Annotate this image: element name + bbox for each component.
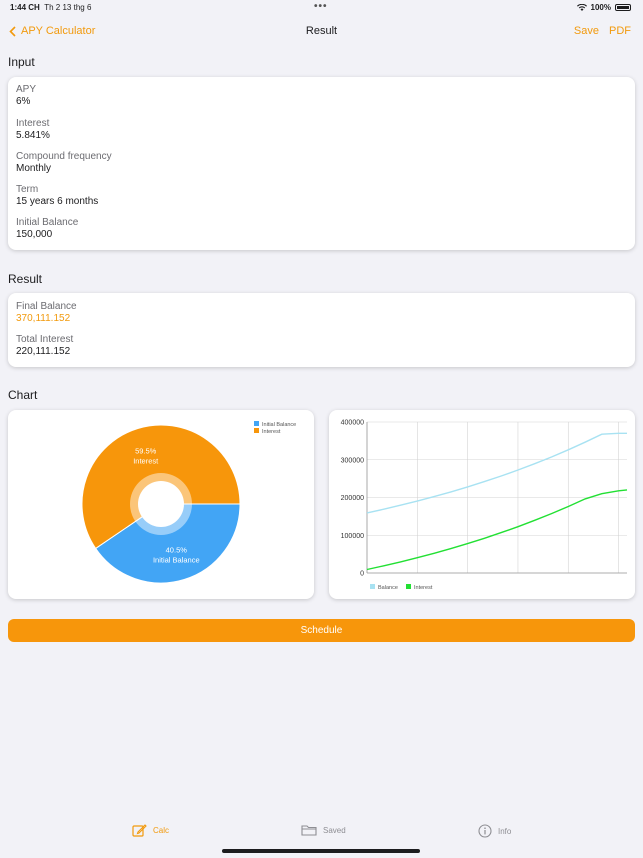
- apy-field: APY 6%: [16, 84, 36, 107]
- status-right: 100%: [576, 3, 631, 12]
- folder-icon: [301, 825, 317, 836]
- field-value: 5.841%: [16, 130, 50, 141]
- field-label: Interest: [16, 118, 50, 129]
- field-value: 6%: [16, 96, 31, 107]
- legend-swatch: [254, 421, 259, 426]
- final-balance-field: Final Balance 370,111.152: [16, 301, 77, 324]
- home-indicator: [222, 849, 420, 853]
- initial-balance-field: Initial Balance 150,000: [16, 217, 78, 240]
- status-time: 1:44 CH Th 2 13 thg 6: [10, 3, 92, 12]
- back-label: APY Calculator: [21, 25, 96, 37]
- multitask-dots-icon[interactable]: •••: [314, 1, 328, 12]
- battery-percent: 100%: [590, 3, 611, 12]
- field-label: Compound frequency: [16, 151, 112, 162]
- legend-label: Interest: [262, 429, 281, 435]
- result-section-title: Result: [8, 272, 43, 286]
- legend-label: Balance: [378, 585, 398, 591]
- legend-swatch: [370, 584, 375, 589]
- legend-label: Initial Balance: [262, 422, 296, 428]
- field-label: Initial Balance: [16, 217, 79, 228]
- pie-chart-card: 40.5% Initial Balance 59.5% Interest Initial…: [8, 410, 314, 599]
- input-section-title: Input: [8, 55, 35, 69]
- y-tick-label: 400000: [341, 420, 364, 427]
- field-value: 150,000: [16, 229, 53, 240]
- pie-slice: [94, 503, 241, 584]
- tab-info[interactable]: Info: [478, 824, 511, 838]
- tab-bar: Calc Saved Info: [0, 822, 643, 844]
- legend-swatch: [254, 428, 259, 433]
- y-tick-label: 300000: [341, 457, 364, 464]
- field-label: Final Balance: [16, 301, 77, 312]
- status-bar: 1:44 CH Th 2 13 thg 6 ••• 100%: [0, 0, 643, 16]
- pdf-button[interactable]: PDF: [609, 25, 631, 37]
- pie-slice-percent: 59.5%: [135, 446, 157, 455]
- tab-label: Saved: [323, 825, 346, 835]
- tab-label: Calc: [153, 826, 170, 835]
- chart-section-title: Chart: [8, 388, 38, 402]
- final-balance-value: 370,111.152: [16, 313, 71, 324]
- line-chart: 0 100000 200000 300000 400000 Balance Interest: [341, 420, 628, 591]
- term-field: Term 15 years 6 months: [16, 184, 98, 207]
- save-button[interactable]: Save: [573, 25, 599, 37]
- back-button[interactable]: APY Calculator: [9, 25, 95, 37]
- tab-label: Info: [498, 826, 512, 836]
- field-label: Total Interest: [16, 334, 74, 345]
- y-tick-label: 200000: [341, 495, 364, 502]
- legend-label: Interest: [414, 585, 433, 591]
- series-line-interest: [366, 489, 628, 571]
- pie-slice-label: Initial Balance: [153, 556, 200, 565]
- wifi-icon: [576, 4, 587, 11]
- interest-field: Interest 5.841%: [16, 118, 50, 141]
- y-tick-label: 0: [360, 571, 364, 578]
- pie-slice-label: Interest: [133, 456, 159, 465]
- battery-icon: [615, 4, 631, 11]
- input-card: APY 6% Interest 5.841% Compound frequenc…: [8, 77, 635, 250]
- result-card: Final Balance 370,111.152 Total Interest…: [8, 293, 635, 367]
- line-chart-card: 0 100000 200000 300000 400000 Balance Interest: [329, 410, 635, 599]
- info-icon: [478, 824, 492, 838]
- field-value: 15 years 6 months: [16, 196, 99, 207]
- pie-slice-percent: 40.5%: [166, 546, 188, 555]
- field-label: APY: [16, 84, 37, 95]
- field-value: 220,111.152: [16, 346, 71, 357]
- field-value: Monthly: [16, 163, 52, 174]
- legend-swatch: [406, 584, 411, 589]
- field-label: Term: [16, 184, 39, 195]
- pie-chart: 40.5%Initial Balance59.5%InterestInitial…: [81, 421, 296, 584]
- page-title: Result: [305, 25, 338, 37]
- schedule-button[interactable]: Schedule: [8, 619, 635, 642]
- tab-calc[interactable]: Calc: [132, 824, 169, 837]
- pie-hole: [138, 481, 184, 527]
- edit-icon: [132, 824, 147, 837]
- chevron-left-icon: [9, 25, 16, 37]
- navigation-bar: APY Calculator Result Save PDF: [0, 22, 643, 42]
- compound-frequency-field: Compound frequency Monthly: [16, 151, 112, 174]
- series-line-balance: [366, 432, 627, 514]
- total-interest-field: Total Interest 220,111.152: [16, 334, 73, 357]
- y-tick-label: 100000: [341, 533, 364, 540]
- tab-saved[interactable]: Saved: [301, 824, 346, 836]
